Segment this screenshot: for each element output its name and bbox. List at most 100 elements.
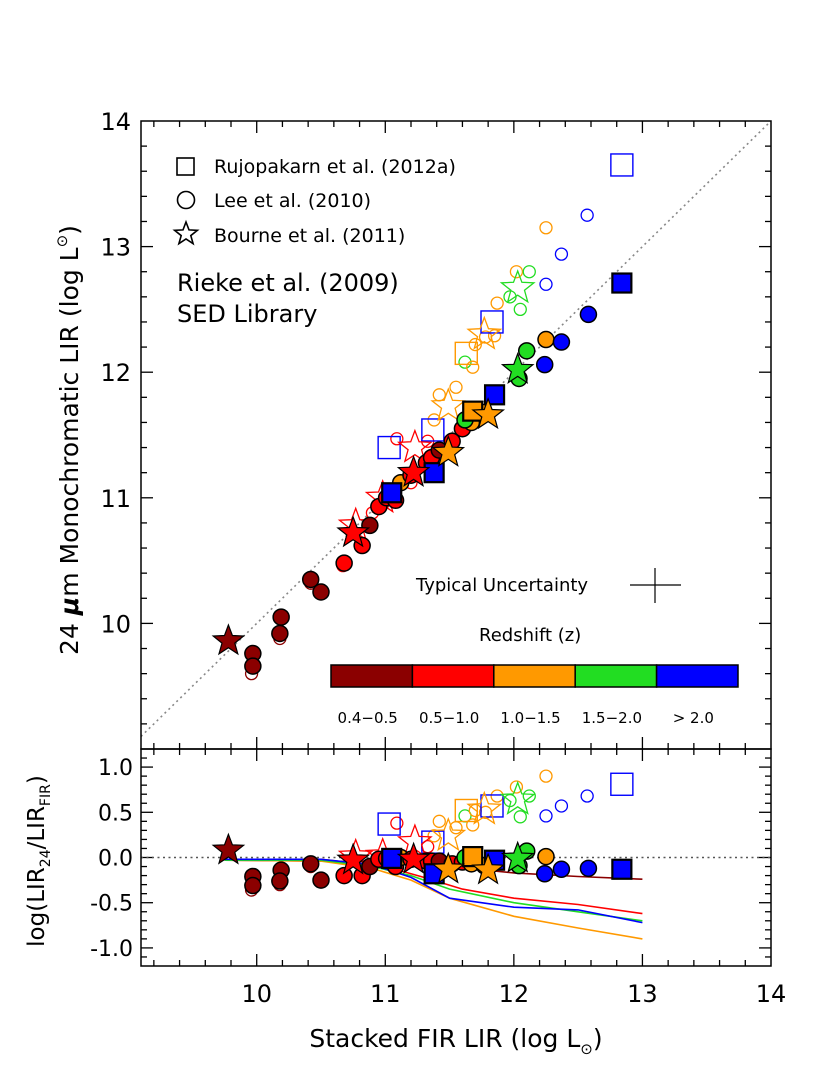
square-point (421, 418, 445, 442)
colorbar-bin-label: 1.5−2.0 (582, 709, 642, 727)
sed-library-label: SED Library (177, 300, 317, 328)
star-point (336, 515, 371, 548)
colorbar-bin (655, 664, 739, 688)
circle-point (390, 432, 404, 446)
circle-point (487, 329, 502, 343)
top-panel-data (211, 153, 634, 681)
star-point (500, 351, 535, 384)
redshift-colorbar (330, 664, 739, 688)
square-point (611, 858, 633, 880)
circle-point (301, 570, 320, 589)
circle-point (552, 860, 571, 879)
star-point (430, 816, 467, 852)
colorbar-bin (574, 664, 658, 688)
colorbar-bin-label: > 2.0 (673, 709, 714, 727)
x-tick-label: 12 (499, 980, 530, 1008)
square-point (381, 847, 403, 870)
legend-circle-marker (176, 190, 196, 210)
square-point (462, 845, 484, 868)
circle-point (554, 799, 569, 813)
circle-point (271, 872, 289, 890)
y-tick-label: 0.0 (98, 847, 133, 872)
x-tick-label: 10 (241, 980, 272, 1008)
colorbar-bin (493, 664, 576, 688)
circle-point (539, 221, 553, 235)
circle-point (552, 333, 571, 351)
y-tick-label: 12 (100, 359, 131, 387)
circle-point (513, 810, 527, 824)
circle-point (517, 342, 536, 360)
star-point (466, 790, 503, 825)
circle-point (535, 355, 554, 374)
x-tick-label: 11 (370, 980, 401, 1008)
circle-point (390, 816, 404, 830)
circle-point (312, 871, 330, 889)
circle-point (580, 789, 594, 803)
circle-point (466, 818, 480, 832)
y-tick-label: 1.0 (98, 756, 133, 781)
circle-point (539, 277, 553, 291)
circle-point (579, 859, 598, 878)
star-point (471, 397, 506, 430)
square-point (423, 462, 445, 484)
uncertainty-label: Typical Uncertainty (415, 575, 588, 596)
square-point (611, 272, 633, 294)
y-tick-label: 13 (100, 234, 131, 262)
uncertainty-error-bar (630, 568, 681, 603)
bottom-panel-axes: 1.0 0.5 0.0 -0.5 -1.0 10 11 12 13 14 (90, 749, 786, 1008)
model-curve (224, 859, 643, 940)
legend-star-marker (172, 219, 200, 246)
square-point (377, 435, 401, 460)
y-tick-label: 11 (100, 485, 131, 513)
y-tick-label: 10 (100, 610, 131, 638)
square-point (381, 482, 403, 504)
square-point (454, 798, 478, 823)
legend-entry: Bourne et al. (2011) (214, 225, 405, 247)
circle-point (490, 296, 504, 310)
circle-point (509, 265, 524, 279)
colorbar-bin-label: 0.5−1.0 (419, 709, 479, 727)
bottom-panel-data (211, 769, 634, 897)
circle-point (312, 583, 330, 601)
square-point (610, 772, 634, 796)
x-tick-label: 14 (756, 980, 787, 1008)
circle-point (432, 814, 446, 828)
x-tick-label: 13 (627, 980, 658, 1008)
circle-point (468, 337, 482, 352)
y-tick-label: -0.5 (90, 892, 133, 917)
ratio-y-axis-label: log(LIR24/LIRFIR) (24, 775, 54, 947)
legend-square-marker (176, 157, 195, 176)
star-point (396, 428, 433, 463)
star-point (431, 851, 466, 884)
circle-point (301, 855, 320, 873)
star-point (430, 387, 467, 422)
square-point (610, 153, 634, 177)
star-point (396, 841, 431, 874)
circle-point (458, 355, 472, 369)
circle-point (244, 657, 262, 675)
star-point (500, 840, 535, 873)
circle-point (449, 380, 463, 394)
colorbar-bin-label: 0.4−0.5 (338, 709, 398, 727)
square-point (377, 812, 401, 836)
circle-point (509, 780, 524, 794)
circle-point (580, 208, 594, 222)
legend-entry: Lee et al. (2010) (214, 190, 371, 212)
circle-point (537, 330, 555, 349)
circle-point (554, 247, 569, 261)
star-point (466, 315, 503, 350)
star-point (471, 852, 506, 885)
y-tick-label: 14 (100, 108, 131, 136)
star-point (499, 780, 536, 815)
circle-point (535, 865, 554, 883)
star-point (211, 832, 246, 865)
star-point (499, 269, 536, 304)
y-tick-label: -1.0 (90, 937, 133, 962)
y-axis-label: 24 μm Monochromatic LIR (log L⊙) (53, 225, 84, 655)
circle-point (539, 769, 553, 783)
circle-point (427, 413, 441, 427)
luminosity-comparison-panel: 10 11 12 13 14 Rujopakarn et al. (2012a) Lee… (53, 108, 772, 750)
colorbar-bin (411, 664, 495, 688)
colorbar-title: Redshift (z) (479, 625, 581, 646)
